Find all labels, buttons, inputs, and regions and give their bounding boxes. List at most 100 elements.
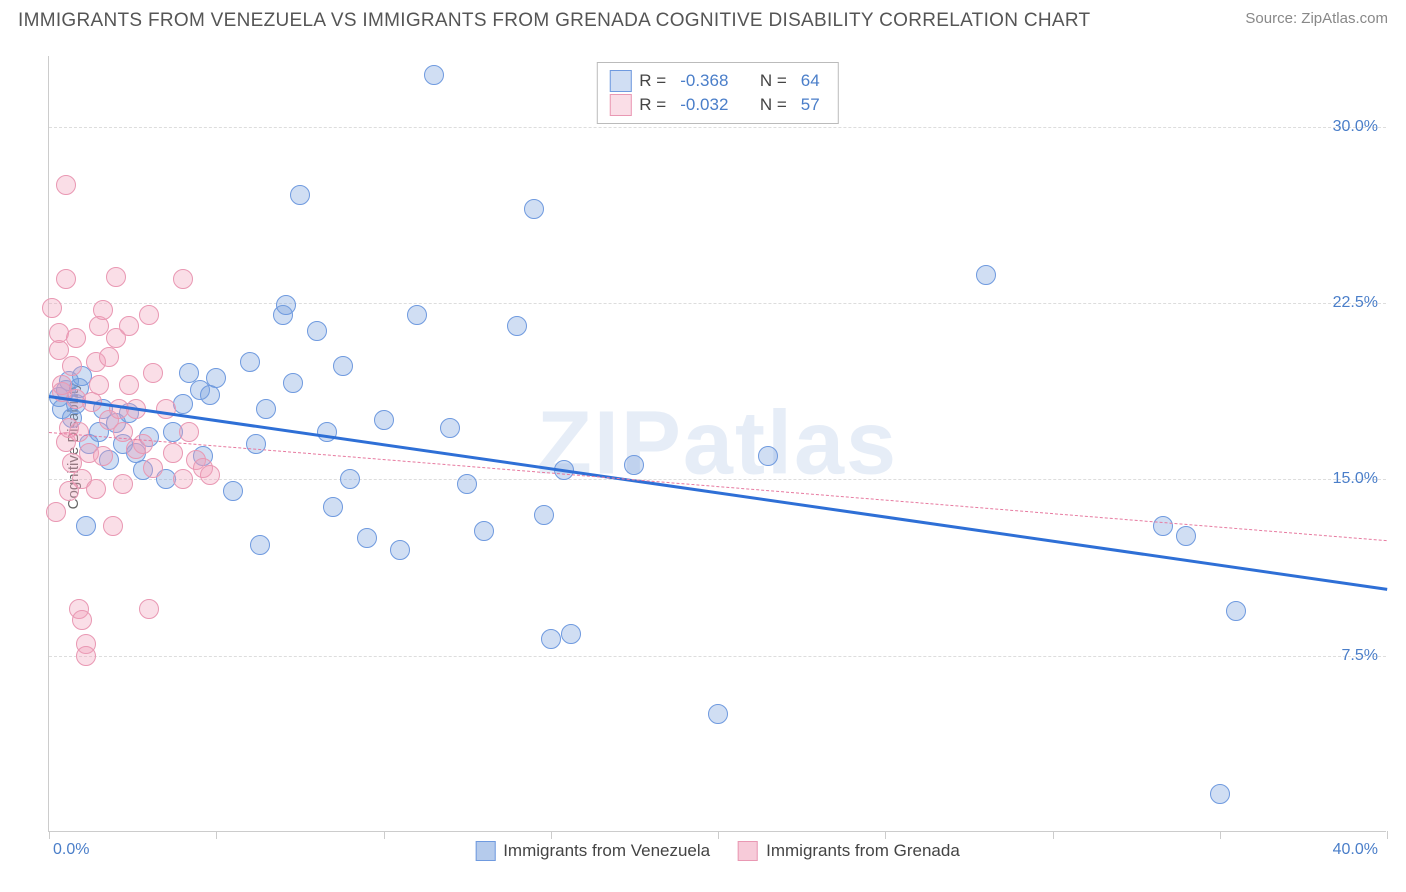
data-point: [173, 469, 193, 489]
data-point: [1210, 784, 1230, 804]
data-point: [93, 300, 113, 320]
data-point: [317, 422, 337, 442]
x-tick: [1387, 831, 1388, 839]
legend-swatch: [609, 94, 631, 116]
data-point: [440, 418, 460, 438]
x-tick: [216, 831, 217, 839]
data-point: [103, 516, 123, 536]
data-point: [708, 704, 728, 724]
legend-label: Immigrants from Grenada: [766, 841, 960, 861]
x-tick: [885, 831, 886, 839]
data-point: [424, 65, 444, 85]
data-point: [357, 528, 377, 548]
data-point: [390, 540, 410, 560]
correlation-legend: R =-0.368 N =64R =-0.032 N =57: [596, 62, 838, 124]
gridline: [49, 479, 1386, 480]
data-point: [561, 624, 581, 644]
data-point: [1226, 601, 1246, 621]
data-point: [240, 352, 260, 372]
x-tick: [551, 831, 552, 839]
data-point: [173, 394, 193, 414]
data-point: [374, 410, 394, 430]
legend-swatch: [609, 70, 631, 92]
data-point: [119, 375, 139, 395]
x-tick: [718, 831, 719, 839]
data-point: [99, 347, 119, 367]
data-point: [133, 434, 153, 454]
data-point: [206, 368, 226, 388]
data-point: [223, 481, 243, 501]
data-point: [407, 305, 427, 325]
data-point: [534, 505, 554, 525]
data-point: [119, 316, 139, 336]
x-tick: [384, 831, 385, 839]
data-point: [333, 356, 353, 376]
data-point: [143, 458, 163, 478]
data-point: [66, 328, 86, 348]
y-tick-label: 7.5%: [1342, 647, 1378, 665]
data-point: [200, 465, 220, 485]
x-tick: [49, 831, 50, 839]
x-tick: [1053, 831, 1054, 839]
data-point: [56, 175, 76, 195]
data-point: [1176, 526, 1196, 546]
data-point: [276, 295, 296, 315]
data-point: [143, 363, 163, 383]
data-point: [163, 443, 183, 463]
data-point: [474, 521, 494, 541]
y-tick-label: 30.0%: [1333, 118, 1378, 136]
chart-title: IMMIGRANTS FROM VENEZUELA VS IMMIGRANTS …: [18, 10, 1090, 32]
data-point: [72, 610, 92, 630]
legend-row: R =-0.368 N =64: [609, 70, 825, 92]
legend-row: R =-0.032 N =57: [609, 94, 825, 116]
x-max-label: 40.0%: [1333, 841, 1378, 859]
data-point: [758, 446, 778, 466]
legend-item: Immigrants from Grenada: [738, 841, 960, 861]
scatter-chart: ZIPatlas 7.5%15.0%22.5%30.0%0.0%40.0%R =…: [48, 56, 1386, 832]
data-point: [89, 375, 109, 395]
data-point: [86, 479, 106, 499]
gridline: [49, 127, 1386, 128]
data-point: [139, 305, 159, 325]
data-point: [42, 298, 62, 318]
data-point: [1153, 516, 1173, 536]
data-point: [340, 469, 360, 489]
legend-swatch: [475, 841, 495, 861]
data-point: [283, 373, 303, 393]
data-point: [62, 356, 82, 376]
data-point: [139, 599, 159, 619]
trend-line: [49, 432, 1387, 541]
data-point: [69, 422, 89, 442]
series-legend: Immigrants from Venezuela Immigrants from…: [475, 841, 960, 861]
data-point: [106, 267, 126, 287]
legend-label: Immigrants from Venezuela: [503, 841, 710, 861]
data-point: [624, 455, 644, 475]
data-point: [323, 497, 343, 517]
source-label: Source: ZipAtlas.com: [1245, 10, 1388, 27]
data-point: [173, 269, 193, 289]
data-point: [179, 422, 199, 442]
x-tick: [1220, 831, 1221, 839]
data-point: [46, 502, 66, 522]
gridline: [49, 303, 1386, 304]
data-point: [93, 446, 113, 466]
data-point: [56, 269, 76, 289]
data-point: [507, 316, 527, 336]
y-tick-label: 15.0%: [1333, 470, 1378, 488]
trend-line: [49, 395, 1387, 591]
data-point: [113, 474, 133, 494]
data-point: [457, 474, 477, 494]
data-point: [246, 434, 266, 454]
data-point: [250, 535, 270, 555]
legend-item: Immigrants from Venezuela: [475, 841, 710, 861]
data-point: [256, 399, 276, 419]
data-point: [290, 185, 310, 205]
legend-swatch: [738, 841, 758, 861]
data-point: [76, 516, 96, 536]
y-tick-label: 22.5%: [1333, 294, 1378, 312]
gridline: [49, 656, 1386, 657]
x-min-label: 0.0%: [53, 841, 89, 859]
data-point: [976, 265, 996, 285]
data-point: [307, 321, 327, 341]
data-point: [541, 629, 561, 649]
